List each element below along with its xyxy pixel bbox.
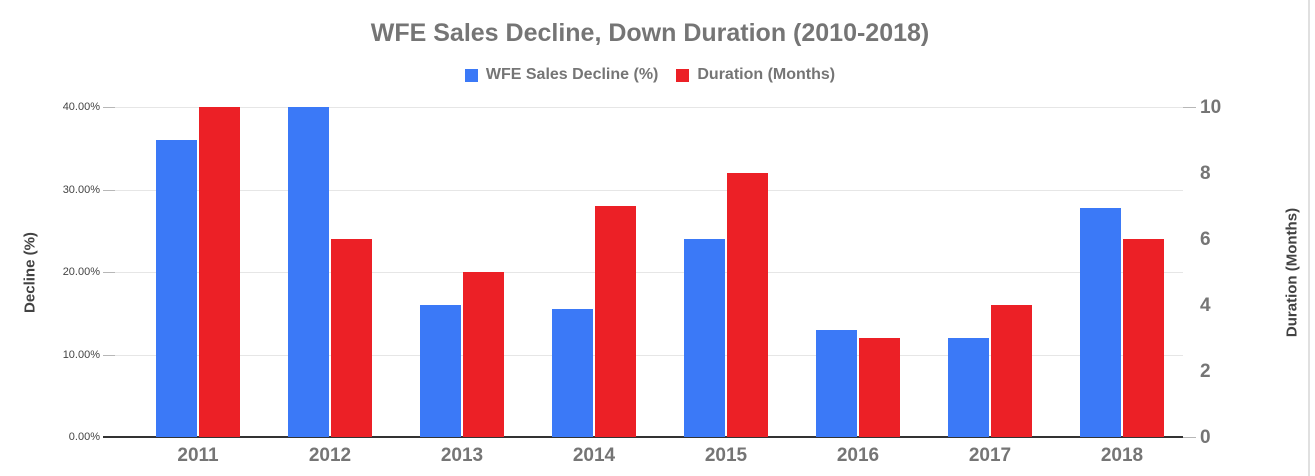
- bar-duration-2014[interactable]: [595, 206, 636, 437]
- x-axis-label-2013: 2013: [440, 445, 484, 466]
- bar-wfe-sales-decline-2015[interactable]: [684, 239, 725, 437]
- chart-title: WFE Sales Decline, Down Duration (2010-2…: [370, 19, 930, 47]
- bar-duration-2015[interactable]: [727, 173, 768, 437]
- bar-duration-2012[interactable]: [331, 239, 372, 437]
- right-tick-10: [1183, 107, 1196, 108]
- bar-duration-2013[interactable]: [463, 272, 504, 437]
- x-axis-label-2017: 2017: [968, 445, 1012, 466]
- gridline-30.00%: [115, 189, 1183, 191]
- legend-label-duration: Duration (Months): [697, 66, 836, 83]
- x-axis-label-2018: 2018: [1100, 445, 1144, 466]
- left-tick-40.00%: [103, 107, 115, 108]
- bar-duration-2017[interactable]: [991, 305, 1032, 437]
- chart-legend: WFE Sales Decline (%) Duration (Months): [0, 64, 1300, 86]
- bar-wfe-sales-decline-2017[interactable]: [948, 338, 989, 437]
- x-axis-label-2015: 2015: [704, 445, 748, 466]
- right-axis-tick-label: 8: [1200, 163, 1211, 184]
- bar-wfe-sales-decline-2013[interactable]: [420, 305, 461, 437]
- gridline-20.00%: [115, 272, 1183, 273]
- right-axis-title: Duration (Months): [1283, 207, 1301, 338]
- bar-wfe-sales-decline-2011[interactable]: [156, 140, 197, 437]
- bar-wfe-sales-decline-2018[interactable]: [1080, 207, 1121, 437]
- gridline-10.00%: [115, 354, 1183, 356]
- x-axis-label-2012: 2012: [308, 445, 352, 466]
- x-axis-baseline: [103, 436, 1183, 438]
- blue-square-icon: [464, 68, 478, 82]
- bar-duration-2011[interactable]: [199, 107, 240, 437]
- right-axis-tick-label: 0: [1200, 427, 1211, 448]
- bar-wfe-sales-decline-2012[interactable]: [288, 107, 329, 437]
- legend-label-wfe-sales-decline: WFE Sales Decline (%): [485, 66, 659, 83]
- bar-duration-2016[interactable]: [859, 338, 900, 437]
- bar-wfe-sales-decline-2014[interactable]: [552, 309, 593, 437]
- red-square-icon: [676, 68, 690, 82]
- left-axis-tick-label: 20.00%: [62, 266, 100, 278]
- left-tick-30.00%: [103, 189, 115, 191]
- right-axis-tick-label: 4: [1200, 295, 1211, 316]
- right-axis-tick-label: 2: [1200, 361, 1211, 382]
- legend-item-wfe-sales-decline[interactable]: WFE Sales Decline (%): [464, 66, 659, 84]
- left-axis-tick-label: 10.00%: [62, 348, 100, 361]
- frame-right-border: [1308, 0, 1310, 476]
- right-axis-tick-label: 6: [1200, 229, 1211, 250]
- right-tick-0: [1183, 437, 1196, 438]
- x-axis-label-2016: 2016: [836, 445, 880, 466]
- x-axis-label-2011: 2011: [177, 445, 219, 466]
- left-axis-tick-label: 0.00%: [68, 431, 100, 443]
- left-axis-tick-label: 40.00%: [62, 101, 100, 113]
- left-tick-10.00%: [103, 354, 115, 356]
- right-axis-tick-label: 10: [1200, 97, 1222, 118]
- left-axis-tick-label: 30.00%: [62, 183, 100, 196]
- legend-item-duration[interactable]: Duration (Months): [676, 66, 835, 84]
- x-axis-label-2014: 2014: [572, 445, 616, 466]
- bar-wfe-sales-decline-2016[interactable]: [816, 329, 857, 437]
- gridline-40.00%: [115, 107, 1183, 108]
- left-tick-20.00%: [103, 272, 115, 273]
- bar-duration-2018[interactable]: [1123, 239, 1164, 437]
